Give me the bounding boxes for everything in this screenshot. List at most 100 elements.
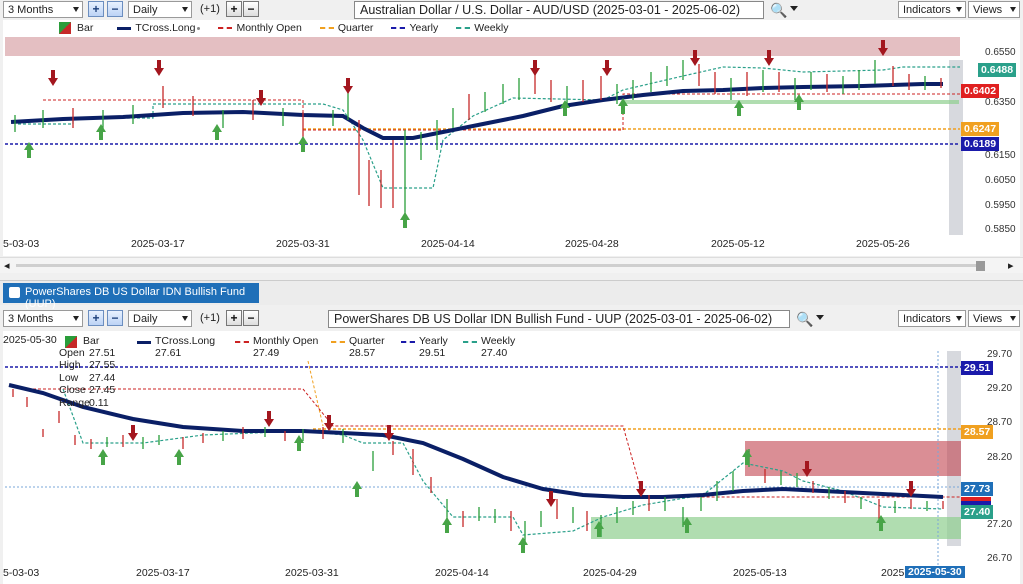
range-value: 3 Months — [8, 3, 54, 16]
zoom-in-button[interactable]: + — [88, 310, 104, 326]
date-label: 2025-04-14 — [421, 238, 475, 250]
zoom-in-button[interactable]: + — [88, 1, 104, 17]
ohlc-high-row: High 27.55 — [3, 359, 115, 372]
price-label: 29.70 — [987, 349, 1013, 360]
date-label: 2025-04-28 — [565, 238, 619, 250]
top-interval-select[interactable]: Daily — [128, 1, 192, 18]
monthly-legend-swatch — [218, 27, 233, 29]
top-chart-pane[interactable]: Bar TCross.Long Monthly Open Quarter Yea… — [3, 20, 1020, 256]
date-label: 2025-04-29 — [583, 567, 637, 579]
bottom-chart-title[interactable]: PowerShares DB US Dollar IDN Bullish Fun… — [328, 310, 790, 328]
weekly-badge: 27.40 — [961, 505, 994, 519]
quarter-legend-swatch — [319, 27, 334, 29]
monthly-badge — [961, 497, 991, 503]
bottom-interval-select[interactable]: Daily — [128, 310, 192, 327]
zoom-out-button[interactable]: − — [107, 1, 123, 17]
top-indicators-button[interactable]: Indicators — [898, 1, 966, 18]
bottom-views-button[interactable]: Views — [968, 310, 1020, 327]
monthly-open-line — [23, 388, 961, 498]
weekly-line — [62, 388, 944, 536]
chevron-down-icon — [1010, 316, 1016, 321]
quarter-legend-swatch — [331, 341, 345, 343]
top-price-chart[interactable] — [3, 20, 1020, 256]
offset-label: (+1) — [200, 312, 220, 324]
date-label: 5-03-03 — [3, 567, 40, 579]
scroll-left-icon[interactable]: ◂ — [4, 260, 10, 272]
legend-tcross-value: 27.61 — [155, 347, 182, 359]
signal-arrows — [24, 40, 888, 228]
tcross-long-line — [10, 82, 943, 140]
interval-value: Daily — [133, 312, 158, 325]
tcross-badge: 27.73 — [961, 482, 994, 496]
ohlc-value: 27.55 — [89, 359, 116, 372]
indicators-label: Indicators — [903, 3, 951, 16]
chevron-down-icon — [73, 7, 79, 12]
top-range-select[interactable]: 3 Months — [3, 1, 83, 18]
chart-icon — [9, 287, 20, 298]
top-scrollbar[interactable]: ◂ ▸ — [0, 257, 1023, 273]
scroll-thumb[interactable] — [976, 261, 985, 271]
resistance-zone — [745, 441, 961, 476]
support-zone — [591, 517, 961, 539]
tcross-legend-swatch — [137, 341, 151, 344]
date-label: 2025-05-26 — [856, 238, 910, 250]
ohlc-low-row: Low 27.44 — [3, 372, 115, 385]
chevron-down-icon[interactable] — [816, 315, 824, 320]
offset-plus-button[interactable]: + — [226, 1, 242, 17]
price-label: 27.20 — [987, 519, 1013, 530]
bottom-chart-pane[interactable]: Bar TCross.Long 27.61 Monthly Open 27.49… — [3, 331, 1020, 584]
date-label: 2025-03-17 — [136, 567, 190, 579]
scroll-track[interactable] — [16, 264, 976, 267]
bottom-price-chart[interactable] — [3, 331, 1020, 584]
legend-monthly: Monthly Open — [253, 335, 319, 347]
chevron-down-icon — [956, 7, 962, 12]
views-label: Views — [973, 312, 1003, 325]
range-value: 3 Months — [8, 312, 54, 325]
bottom-indicators-button[interactable]: Indicators — [898, 310, 966, 327]
zoom-out-button[interactable]: − — [107, 310, 123, 326]
chevron-down-icon — [182, 7, 188, 12]
legend-tcross: TCross.Long — [135, 22, 196, 34]
ohlc-readout: 2025-05-30 Open 27.51 High 27.55 Low 27.44 … — [3, 334, 115, 410]
ohlc-key: Range — [59, 396, 90, 409]
legend-weekly-value: 27.40 — [481, 347, 508, 359]
scroll-right-icon[interactable]: ▸ — [1008, 260, 1014, 272]
date-label: 2025-03-17 — [131, 238, 185, 250]
search-icon[interactable]: 🔍 — [770, 2, 788, 18]
date-label: 2025-04-14 — [435, 567, 489, 579]
signal-arrows — [98, 411, 916, 553]
price-label: 29.20 — [987, 383, 1013, 394]
legend-weekly: Weekly — [474, 22, 509, 34]
current-price-badge — [961, 501, 991, 505]
quarter-connector — [307, 360, 324, 427]
ohlc-value: 27.44 — [89, 371, 116, 384]
ohlc-key: Close — [59, 384, 86, 397]
top-views-button[interactable]: Views — [968, 1, 1020, 18]
weekly-badge: 0.6488 — [978, 63, 1017, 77]
bottom-range-select[interactable]: 3 Months — [3, 310, 83, 327]
date-label: 5-03-03 — [3, 238, 40, 250]
legend-bar: Bar — [77, 22, 94, 34]
legend-quarter: Quarter — [349, 335, 385, 347]
yearly-legend-swatch — [391, 27, 406, 29]
yearly-legend-swatch — [401, 341, 415, 343]
top-chart-title[interactable]: Australian Dollar / U.S. Dollar - AUD/US… — [354, 1, 764, 19]
price-label: 0.5950 — [985, 200, 1016, 211]
chevron-down-icon[interactable] — [790, 6, 798, 11]
price-label: 26.70 — [987, 553, 1013, 564]
chevron-down-icon — [1010, 7, 1016, 12]
offset-minus-button[interactable]: − — [243, 1, 259, 17]
tcross-long-line — [8, 383, 944, 499]
tcross-legend-swatch — [117, 26, 132, 30]
chevron-down-icon — [73, 316, 79, 321]
ohlc-close-row: Close 27.45 — [3, 384, 115, 397]
price-label: 0.6350 — [985, 97, 1016, 108]
top-toolbar: 3 Months + − Daily (+1) + − Australian D… — [0, 0, 1023, 20]
offset-minus-button[interactable]: − — [243, 310, 259, 326]
search-icon[interactable]: 🔍 — [796, 311, 814, 327]
ohlc-key: Low — [59, 371, 79, 384]
legend-yearly: Yearly — [409, 22, 439, 34]
tab-uup[interactable]: PowerShares DB US Dollar IDN Bullish Fun… — [3, 283, 259, 310]
offset-plus-button[interactable]: + — [226, 310, 242, 326]
price-label: 28.20 — [987, 452, 1013, 463]
